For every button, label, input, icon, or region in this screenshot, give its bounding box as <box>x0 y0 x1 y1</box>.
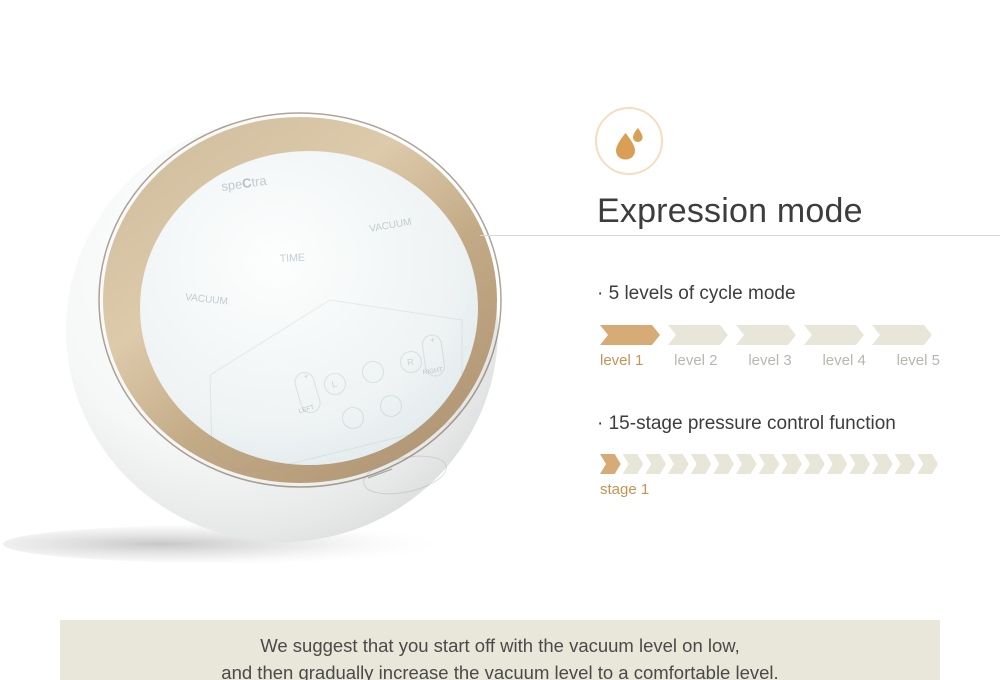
svg-text:TIME: TIME <box>280 252 306 265</box>
